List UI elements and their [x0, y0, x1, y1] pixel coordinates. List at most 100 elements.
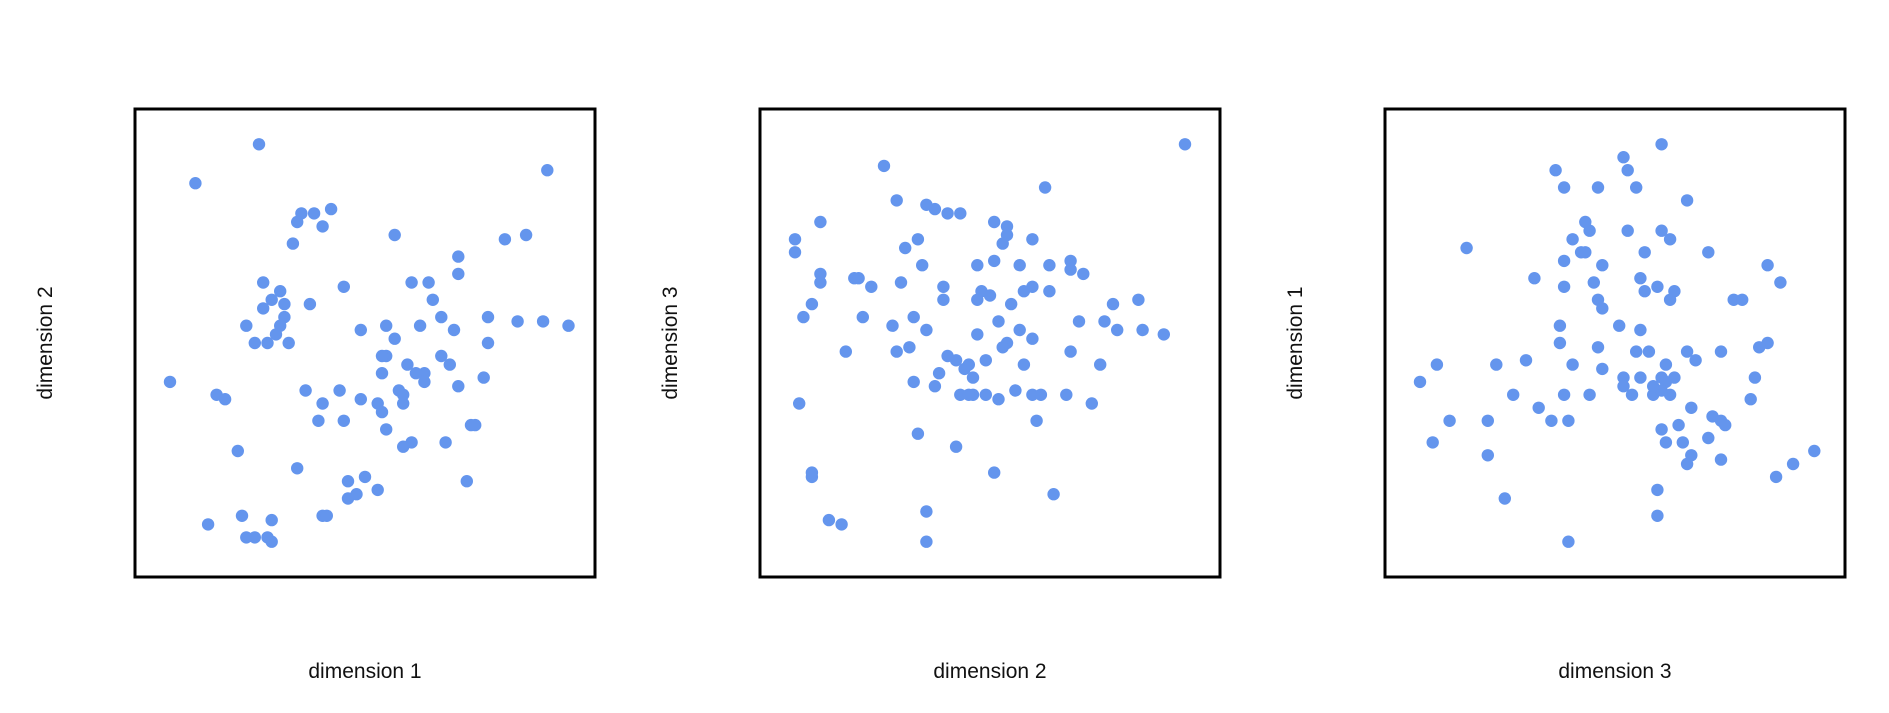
panel-3: dimension 3 dimension 1 [1284, 107, 1847, 683]
scatter-point [163, 375, 177, 389]
scatter-point [337, 280, 350, 293]
scatter-point [354, 323, 367, 337]
scatter-point [1077, 267, 1090, 281]
scatter-point [265, 535, 278, 548]
scatter-point [1017, 358, 1031, 371]
scatter-point [316, 397, 329, 410]
scatter-point [291, 462, 304, 475]
scatter-point [1553, 319, 1567, 332]
scatter-point [1655, 224, 1668, 237]
scatter-point [1562, 535, 1575, 548]
scatter-point [274, 285, 287, 298]
scatter-point [477, 371, 490, 384]
scatter-point [1532, 401, 1545, 414]
scatter-point [265, 513, 278, 527]
scatter-point [903, 341, 916, 354]
scatter-point [312, 414, 325, 427]
scatter-point [1098, 315, 1111, 328]
scatter-point [1596, 302, 1609, 315]
scatter-point [1680, 345, 1694, 358]
scatter-point [536, 315, 550, 328]
scatter-point [1689, 354, 1702, 367]
scatter-point [1642, 345, 1656, 358]
scatter-point [422, 276, 435, 289]
scatter-point [1685, 401, 1698, 414]
scatter-point [920, 505, 933, 518]
scatter-point [248, 336, 261, 350]
scatter-point [877, 159, 891, 173]
scatter-point [1753, 341, 1766, 354]
scatter-point [928, 380, 942, 393]
scatter-point [541, 164, 554, 177]
scatter-point [1430, 358, 1444, 371]
scatter-point [452, 250, 465, 263]
scatter-point [1702, 246, 1715, 259]
scatter-point [1617, 371, 1630, 384]
scatter-point [269, 328, 283, 341]
scatter-point [1680, 194, 1694, 207]
scatter-point [1557, 254, 1571, 268]
y-axis-label: dimension 3 [659, 286, 682, 399]
scatter-point [1443, 414, 1456, 427]
y-axis-label: dimension 1 [1284, 286, 1307, 399]
scatter-point [1714, 453, 1728, 466]
scatter-point [1030, 414, 1043, 427]
scatter-point [1528, 272, 1541, 285]
scatter-point [856, 310, 869, 324]
scatter-point [1136, 323, 1149, 337]
scatter-point [1659, 436, 1673, 449]
scatter-point [282, 336, 295, 350]
scatter-point [1655, 138, 1668, 151]
scatter-point [954, 388, 967, 401]
scatter-point [341, 475, 355, 488]
scatter-point [949, 440, 963, 453]
points-group [788, 138, 1192, 548]
scatter-point [1591, 181, 1605, 194]
scatter-point [257, 276, 270, 289]
scatter-point [299, 384, 312, 397]
scatter-point [498, 233, 512, 246]
scatter-point [1647, 380, 1660, 393]
scatter-point [1545, 414, 1558, 427]
scatter-point [1587, 276, 1601, 289]
scatter-point [988, 215, 1001, 229]
scatter-point [1553, 336, 1567, 350]
scatter-point [1617, 151, 1630, 164]
scatter-point [941, 207, 954, 220]
scatter-point [805, 466, 819, 479]
scatter-point [1064, 254, 1077, 268]
scatter-point [890, 194, 903, 207]
scatter-point [839, 345, 852, 358]
scatter-point [481, 336, 495, 350]
scatter-point [1651, 280, 1664, 293]
scatter-point [958, 362, 971, 376]
scatter-point [793, 397, 806, 410]
scatter-point [1583, 388, 1596, 401]
scatter-point [1094, 358, 1107, 371]
scatter-point [1702, 431, 1715, 445]
scatter-point [814, 215, 827, 229]
scatter-point [1026, 388, 1039, 401]
scatter-point [252, 138, 266, 151]
scatter-point [1617, 380, 1630, 393]
scatter-point [1072, 315, 1086, 328]
scatter-point [452, 380, 465, 393]
scatter-point [954, 207, 967, 220]
scatter-point [1630, 345, 1643, 358]
scatter-point [447, 323, 461, 337]
scatter-point [1557, 388, 1571, 401]
scatter-point [240, 319, 253, 332]
scatter-point [1009, 384, 1022, 397]
scatter-point [971, 293, 984, 306]
scatter-point [911, 233, 925, 246]
scatter-point [1507, 388, 1520, 401]
scatter-point [971, 328, 984, 341]
scatter-point [1613, 319, 1626, 332]
scatter-point [1808, 444, 1821, 458]
scatter-point [937, 293, 950, 306]
scatter-point [890, 345, 903, 358]
scatter-point [1630, 181, 1643, 194]
plot-frame [1383, 107, 1847, 579]
scatter-point [1557, 280, 1571, 293]
